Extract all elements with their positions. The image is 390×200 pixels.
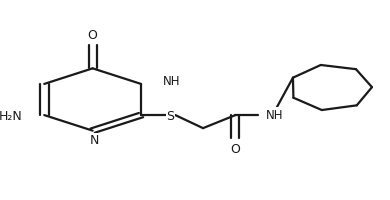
Text: S: S bbox=[167, 109, 175, 122]
Text: NH: NH bbox=[266, 108, 284, 121]
Text: NH: NH bbox=[163, 75, 181, 88]
Text: N: N bbox=[90, 134, 99, 146]
Text: H₂N: H₂N bbox=[0, 109, 23, 122]
Text: O: O bbox=[230, 142, 240, 155]
Text: O: O bbox=[88, 29, 98, 42]
